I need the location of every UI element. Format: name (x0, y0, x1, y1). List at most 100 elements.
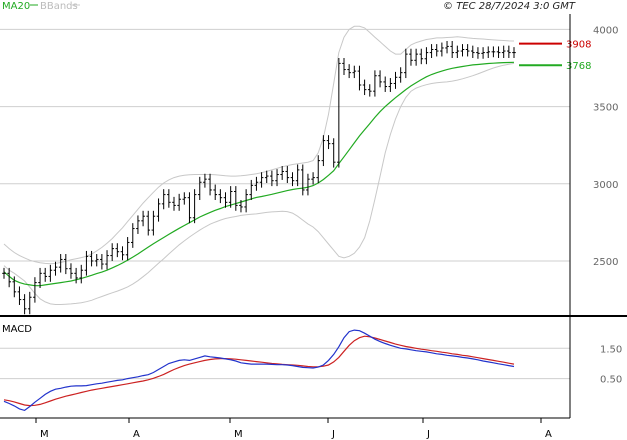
price-bar (373, 70, 377, 97)
x-tick-label: J (331, 429, 335, 440)
price-bar (167, 189, 171, 208)
price-bar (470, 45, 475, 58)
price-bar (440, 42, 444, 57)
price-bar (414, 48, 418, 66)
bollinger-lower-line (3, 62, 515, 305)
legend-ma20: MA20 (2, 1, 30, 12)
price-bar (465, 44, 470, 57)
price-bar (388, 78, 393, 92)
macd-line (3, 329, 515, 412)
x-tick-label: M (234, 429, 243, 440)
price-bar (213, 184, 218, 201)
price-bar (311, 172, 315, 185)
price-bar (192, 189, 197, 224)
price-bar (357, 65, 362, 91)
price-bar (491, 46, 496, 58)
price-bar (223, 192, 228, 208)
price-levels: 3908 3768 (519, 40, 591, 72)
price-bar (234, 186, 238, 211)
macd-title: MACD (2, 324, 32, 335)
price-bar (89, 250, 94, 267)
price-bar (285, 166, 290, 184)
price-bar (496, 46, 501, 58)
price-bar (280, 166, 284, 180)
price-bar (22, 294, 27, 315)
price-bar (120, 246, 125, 261)
price-bar (270, 170, 274, 187)
price-bar (125, 237, 130, 261)
price-bar (367, 84, 372, 97)
price-bar (347, 64, 351, 79)
price-bar (172, 196, 176, 211)
price-bar (38, 267, 42, 288)
price-bar (455, 45, 460, 58)
price-bar (64, 254, 68, 275)
level-label: 3908 (566, 40, 591, 51)
price-bar (481, 47, 485, 59)
price-y-tick-label: 3500 (593, 103, 618, 114)
price-bar (156, 198, 161, 222)
price-bar (398, 67, 403, 83)
price-bar (58, 254, 63, 273)
price-bar (352, 65, 357, 79)
price-bar (203, 173, 207, 188)
bollinger-bands (3, 25, 515, 305)
price-bar (512, 47, 516, 58)
price-bar (74, 267, 78, 284)
price-bar (208, 173, 212, 196)
price-bar (197, 176, 202, 201)
price-bar (249, 179, 254, 201)
x-tick-label: M (40, 429, 49, 440)
price-bar (259, 172, 264, 188)
price-bar (177, 193, 181, 211)
price-bar (501, 45, 506, 58)
macd-lines (3, 329, 515, 412)
x-tick-label: A (133, 429, 140, 440)
moving-average (3, 61, 515, 287)
price-bar (146, 210, 151, 236)
price-bars (2, 41, 516, 315)
price-bar (182, 192, 187, 205)
price-bar (445, 41, 449, 54)
price-bar (2, 267, 6, 279)
price-bar (43, 267, 48, 282)
price-bar (244, 189, 248, 213)
price-bar (94, 254, 99, 267)
price-bar (342, 57, 346, 75)
x-tick-label: J (426, 429, 430, 440)
price-bar (429, 44, 434, 58)
price-bar (362, 79, 367, 96)
price-bar (264, 170, 269, 184)
macd-signal-line (3, 335, 515, 407)
price-bar (151, 210, 156, 236)
price-bar (450, 41, 454, 58)
axis-labels: 2500 3000 3500 4000 0.50 1.50 M A M J J A (35, 25, 622, 440)
x-tick-label: A (545, 429, 552, 440)
price-bar (393, 71, 398, 89)
price-grid (0, 28, 570, 262)
price-bar (300, 164, 305, 196)
macd-y-tick-label: 0.50 (600, 375, 622, 386)
price-bar (507, 45, 511, 58)
level-label: 3768 (566, 61, 591, 72)
price-bar (79, 264, 84, 284)
price-bar (409, 48, 413, 66)
price-bar (254, 176, 259, 191)
price-bar (187, 192, 192, 224)
price-bar (110, 243, 114, 261)
price-bar (486, 46, 491, 58)
price-bar (316, 155, 321, 184)
price-bar (460, 44, 465, 57)
price-bar (130, 223, 135, 248)
price-bar (12, 276, 17, 298)
price-bar (331, 138, 336, 168)
price-bar (84, 250, 89, 276)
price-bar (33, 277, 37, 303)
price-bar (48, 264, 53, 282)
macd-grid (0, 347, 570, 380)
copyright-notice: © TEC 28/7/2024 3:0 GMT (443, 1, 576, 12)
price-bar (275, 169, 279, 187)
price-bar (228, 186, 233, 208)
price-bar (17, 286, 22, 305)
price-bar (69, 263, 73, 279)
